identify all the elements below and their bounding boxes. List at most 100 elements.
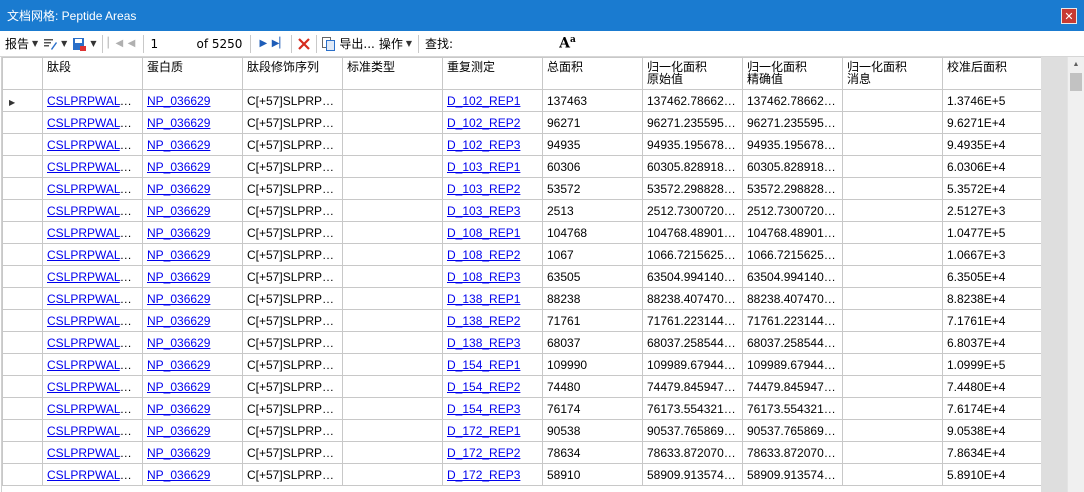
cell-modified-sequence[interactable]: C[+57]SLPRPW... — [242, 419, 343, 442]
cell-total-area[interactable]: 78634 — [542, 441, 643, 464]
cell-normalized-area-raw[interactable]: 1066.721562504... — [642, 243, 743, 266]
column-header-replicate[interactable]: 重复测定 — [442, 57, 543, 90]
cell-link-protein[interactable]: NP_036629 — [147, 247, 211, 262]
cell-normalized-area-message[interactable] — [842, 133, 943, 156]
cell-link-protein[interactable]: NP_036629 — [147, 181, 211, 196]
save-view-button[interactable]: ▼ — [69, 33, 98, 55]
cell-normalized-area-raw[interactable]: 88238.40747070... — [642, 287, 743, 310]
cell-link-replicate[interactable]: D_138_REP2 — [447, 313, 521, 328]
table-row[interactable]: ▶ CSLPRPWALTF... NP_036629 C[+57]SLPRPW... D… — [2, 89, 1044, 112]
table-row[interactable]: CSLPRPWALTF... NP_036629 C[+57]SLPRPW... D_… — [2, 419, 1044, 442]
cell-calibrated-area[interactable]: 7.4480E+4 — [942, 375, 1044, 398]
cell-normalized-area-message[interactable] — [842, 353, 943, 376]
scroll-thumb[interactable] — [1070, 73, 1082, 91]
cell-normalized-area-message[interactable] — [842, 287, 943, 310]
cell-link-replicate[interactable]: D_108_REP1 — [447, 225, 521, 240]
cell-standard-type[interactable] — [342, 265, 443, 288]
cell-modified-sequence[interactable]: C[+57]SLPRPW... — [242, 353, 343, 376]
cell-total-area[interactable]: 76174 — [542, 397, 643, 420]
cell-link-protein[interactable]: NP_036629 — [147, 313, 211, 328]
cell-normalized-area-precise[interactable]: 109989.6794433... — [742, 353, 843, 376]
cell-standard-type[interactable] — [342, 177, 443, 200]
cell-link-peptide[interactable]: CSLPRPWALTF... — [47, 423, 143, 438]
cell-calibrated-area[interactable]: 6.0306E+4 — [942, 155, 1044, 178]
cell-link-protein[interactable]: NP_036629 — [147, 401, 211, 416]
cell-normalized-area-precise[interactable]: 94935.19567871... — [742, 133, 843, 156]
cell-normalized-area-message[interactable] — [842, 177, 943, 200]
cell-modified-sequence[interactable]: C[+57]SLPRPW... — [242, 309, 343, 332]
row-header[interactable] — [2, 265, 43, 288]
table-row[interactable]: CSLPRPWALTF... NP_036629 C[+57]SLPRPW... D_… — [2, 441, 1044, 464]
cell-standard-type[interactable] — [342, 375, 443, 398]
column-header-normalized-area-raw[interactable]: 归一化面积 原始值 — [642, 57, 743, 90]
cell-link-peptide[interactable]: CSLPRPWALTF... — [47, 445, 143, 460]
cell-link-peptide[interactable]: CSLPRPWALTF... — [47, 247, 143, 262]
cell-link-replicate[interactable]: D_154_REP2 — [447, 379, 521, 394]
customize-view-button[interactable]: ▼ — [40, 33, 69, 55]
cell-modified-sequence[interactable]: C[+57]SLPRPW... — [242, 397, 343, 420]
cell-modified-sequence[interactable]: C[+57]SLPRPW... — [242, 133, 343, 156]
cell-calibrated-area[interactable]: 1.0477E+5 — [942, 221, 1044, 244]
cell-normalized-area-precise[interactable]: 58909.91357421... — [742, 463, 843, 486]
cell-link-replicate[interactable]: D_102_REP3 — [447, 137, 521, 152]
cell-normalized-area-raw[interactable]: 94935.19567871... — [642, 133, 743, 156]
cell-normalized-area-precise[interactable]: 71761.22314453... — [742, 309, 843, 332]
row-header[interactable] — [2, 287, 43, 310]
record-position-input[interactable] — [148, 34, 195, 53]
cell-normalized-area-raw[interactable]: 90537.76586914... — [642, 419, 743, 442]
cell-link-peptide[interactable]: CSLPRPWALTF... — [47, 467, 143, 482]
cell-normalized-area-precise[interactable]: 88238.40747070... — [742, 287, 843, 310]
cell-normalized-area-raw[interactable]: 71761.22314453... — [642, 309, 743, 332]
cell-link-peptide[interactable]: CSLPRPWALTF... — [47, 269, 143, 284]
cell-total-area[interactable]: 96271 — [542, 111, 643, 134]
table-row[interactable]: CSLPRPWALTF... NP_036629 C[+57]SLPRPW... D_… — [2, 353, 1044, 376]
cell-modified-sequence[interactable]: C[+57]SLPRPW... — [242, 441, 343, 464]
cell-total-area[interactable]: 63505 — [542, 265, 643, 288]
table-row[interactable]: CSLPRPWALTF... NP_036629 C[+57]SLPRPW... D_… — [2, 397, 1044, 420]
row-header[interactable] — [2, 419, 43, 442]
cell-normalized-area-raw[interactable]: 78633.87207031... — [642, 441, 743, 464]
column-header-normalized-area-message[interactable]: 归一化面积 消息 — [842, 57, 943, 90]
cell-calibrated-area[interactable]: 9.4935E+4 — [942, 133, 1044, 156]
cell-link-protein[interactable]: NP_036629 — [147, 357, 211, 372]
cell-standard-type[interactable] — [342, 243, 443, 266]
cell-total-area[interactable]: 104768 — [542, 221, 643, 244]
cell-normalized-area-raw[interactable]: 60305.82891845... — [642, 155, 743, 178]
cell-calibrated-area[interactable]: 7.8634E+4 — [942, 441, 1044, 464]
row-header[interactable] — [2, 243, 43, 266]
cell-calibrated-area[interactable]: 7.6174E+4 — [942, 397, 1044, 420]
cell-link-replicate[interactable]: D_108_REP2 — [447, 247, 521, 262]
cell-total-area[interactable]: 88238 — [542, 287, 643, 310]
cell-total-area[interactable]: 1067 — [542, 243, 643, 266]
cell-normalized-area-precise[interactable]: 1066.721562504... — [742, 243, 843, 266]
cell-total-area[interactable]: 109990 — [542, 353, 643, 376]
cell-normalized-area-message[interactable] — [842, 331, 943, 354]
cell-link-peptide[interactable]: CSLPRPWALTF... — [47, 313, 143, 328]
cell-normalized-area-precise[interactable]: 96271.23559570... — [742, 111, 843, 134]
cell-link-replicate[interactable]: D_103_REP2 — [447, 181, 521, 196]
cell-total-area[interactable]: 2513 — [542, 199, 643, 222]
cell-standard-type[interactable] — [342, 89, 443, 112]
cell-standard-type[interactable] — [342, 155, 443, 178]
cell-total-area[interactable]: 137463 — [542, 89, 643, 112]
report-dropdown[interactable]: 报告 ▼ — [3, 33, 40, 55]
cell-link-peptide[interactable]: CSLPRPWALTF... — [47, 357, 143, 372]
cell-link-replicate[interactable]: D_172_REP2 — [447, 445, 521, 460]
column-header-normalized-area-precise[interactable]: 归一化面积 精确值 — [742, 57, 843, 90]
cell-standard-type[interactable] — [342, 441, 443, 464]
cell-modified-sequence[interactable]: C[+57]SLPRPW... — [242, 199, 343, 222]
row-header[interactable] — [2, 199, 43, 222]
column-header-protein[interactable]: 蛋白质 — [142, 57, 243, 90]
cell-link-replicate[interactable]: D_138_REP3 — [447, 335, 521, 350]
cell-normalized-area-message[interactable] — [842, 419, 943, 442]
cell-standard-type[interactable] — [342, 111, 443, 134]
cell-link-peptide[interactable]: CSLPRPWALTF... — [47, 225, 143, 240]
cell-standard-type[interactable] — [342, 221, 443, 244]
close-icon[interactable]: ✕ — [1061, 7, 1077, 24]
cell-link-peptide[interactable]: CSLPRPWALTF... — [47, 335, 143, 350]
row-header[interactable] — [2, 309, 43, 332]
cell-calibrated-area[interactable]: 9.6271E+4 — [942, 111, 1044, 134]
cell-link-protein[interactable]: NP_036629 — [147, 115, 211, 130]
cell-calibrated-area[interactable]: 8.8238E+4 — [942, 287, 1044, 310]
cell-standard-type[interactable] — [342, 133, 443, 156]
